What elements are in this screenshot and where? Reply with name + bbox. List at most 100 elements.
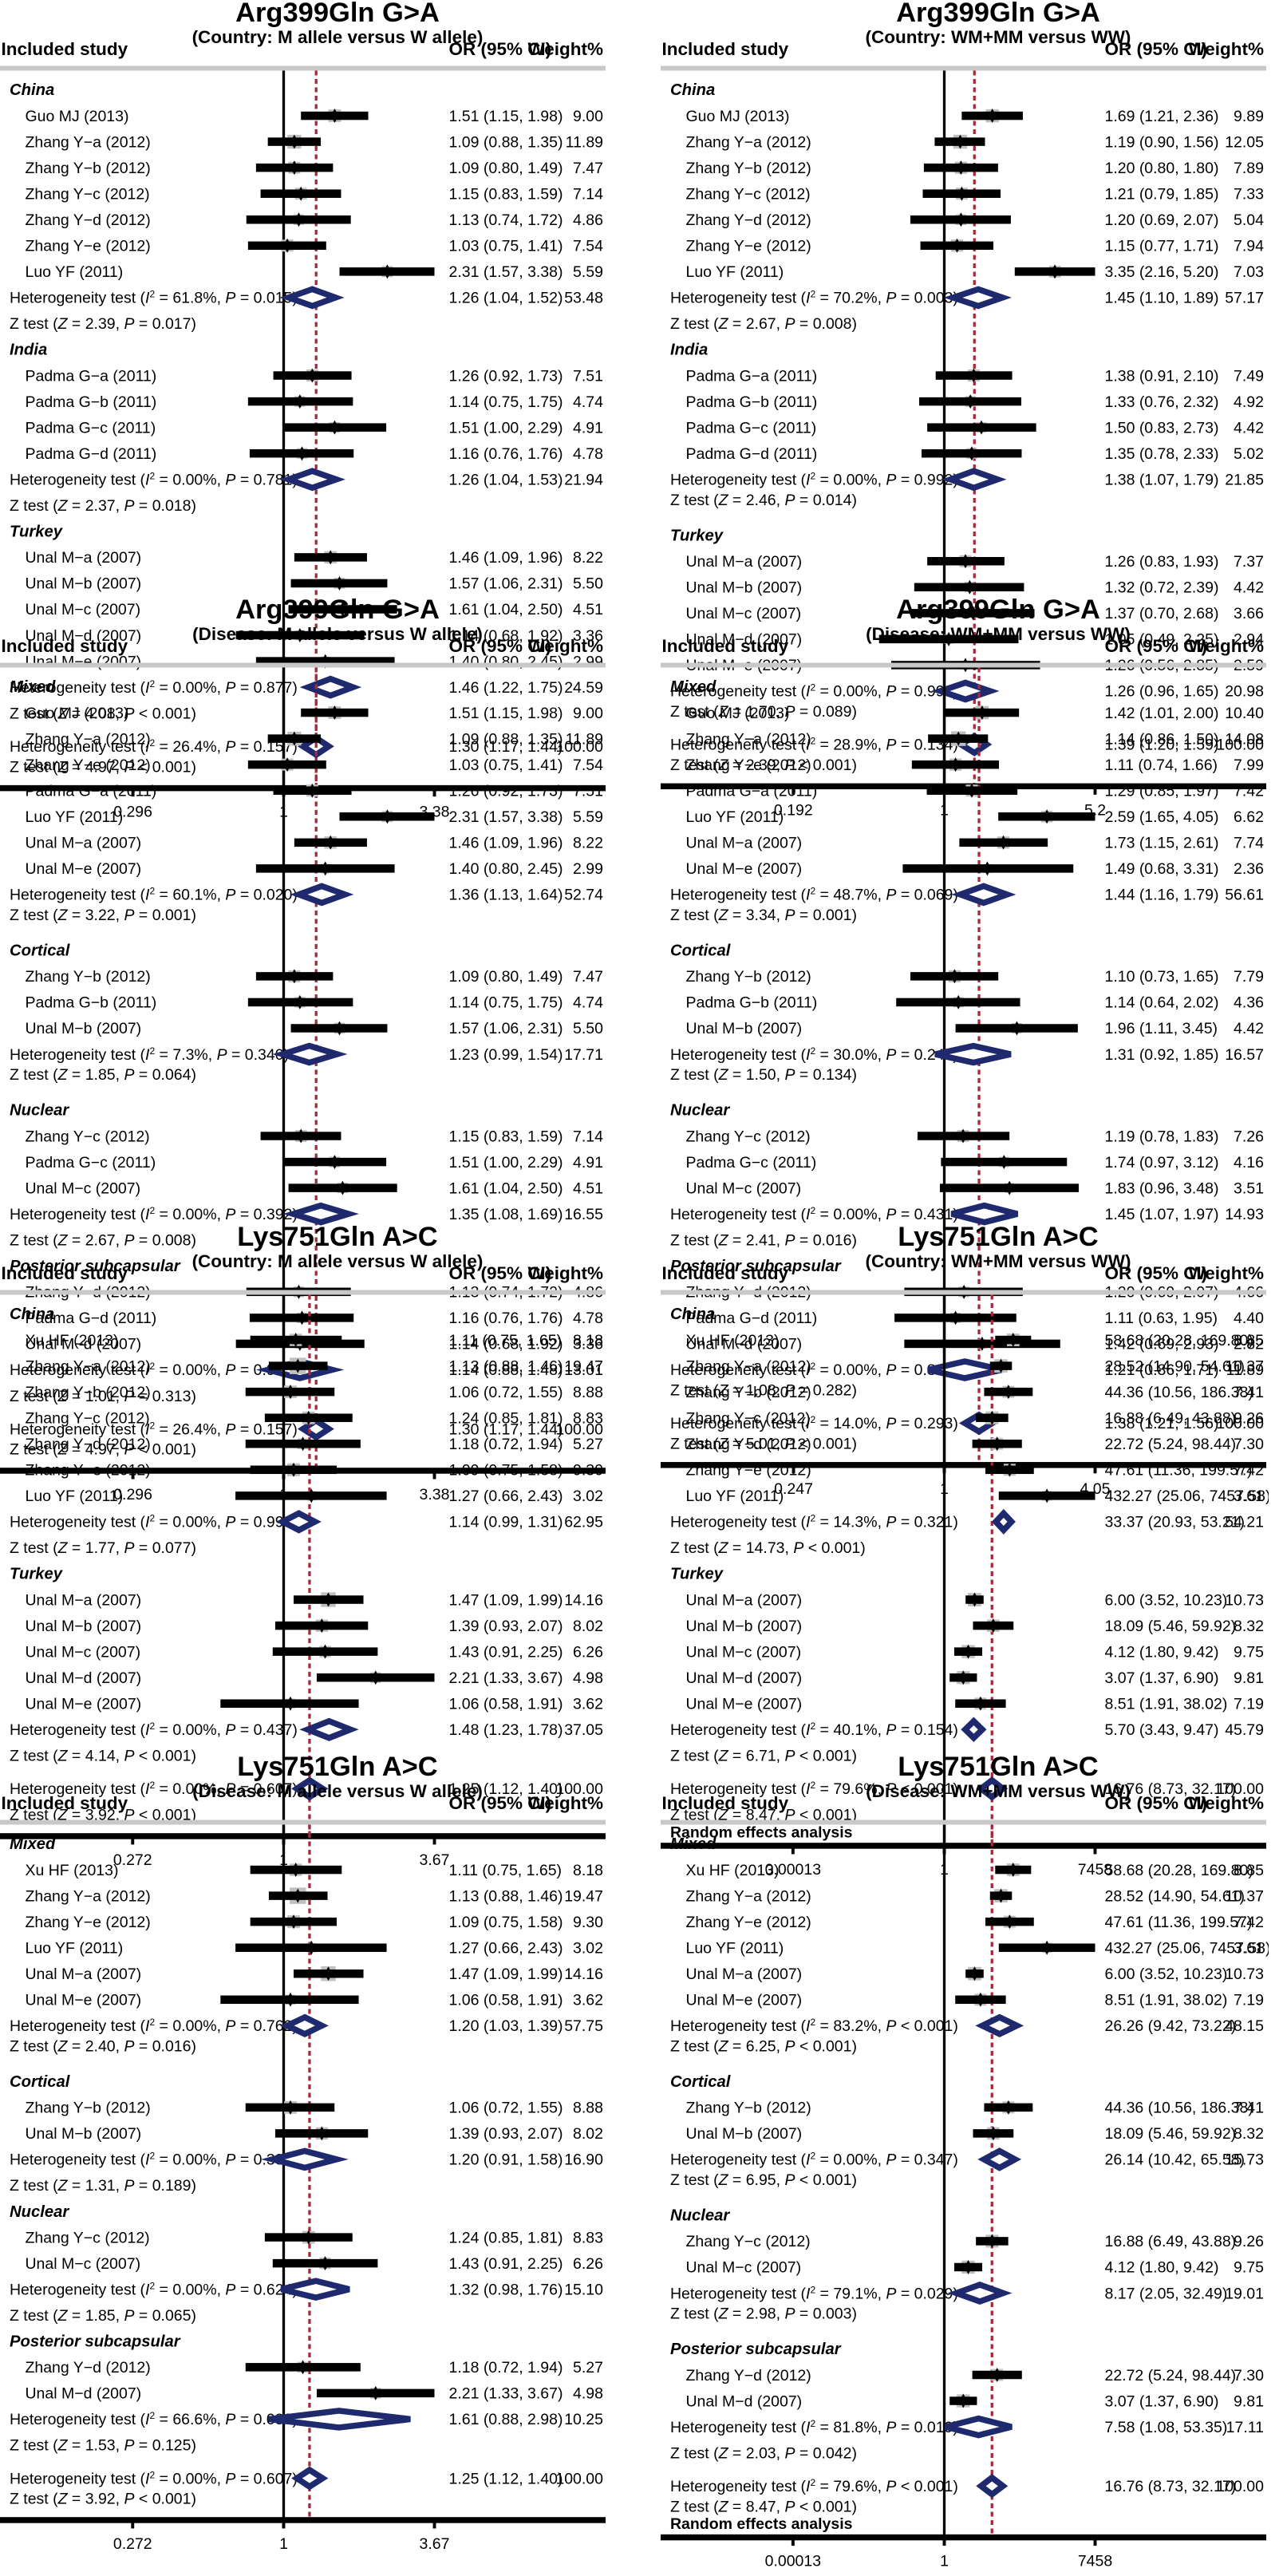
study-label: Unal M−a (2007) [26,549,142,567]
z-test-label: Z test (Z = 1.77, P = 0.077) [10,1539,196,1557]
study-label: Zhang Y−c (2012) [26,185,150,203]
subgroup-summary-diamond [977,2147,1022,2171]
study-point-estimate [959,1128,967,1144]
study-point-estimate [977,1696,985,1711]
subgroup-weight: 21.94 [564,471,603,488]
study-label: Zhang Y−e (2012) [26,1914,151,1931]
subgroup-heterogeneity-test: Heterogeneity test (I2 = 0.00%, P = 0.34… [670,2151,958,2169]
subgroup-label: Turkey [670,527,724,544]
study-or-ci: 1.96 (1.11, 3.45) [1104,1020,1218,1037]
study-weight: 2.82 [1234,1336,1264,1353]
study-or-ci: 1.11 (0.63, 1.95) [1104,1310,1218,1327]
study-or-ci: 1.40 (0.80, 2.45) [448,860,563,878]
subgroup-weight: 48.15 [1225,2017,1264,2035]
study-or-ci: 1.15 (0.77, 1.71) [1104,238,1218,255]
x-tick-label: 0.272 [113,1851,152,1869]
study-weight: 9.30 [573,1462,603,1480]
subgroup-or-ci: 1.20 (1.03, 1.39) [448,2017,563,2035]
subgroup-or-ci: 1.45 (1.10, 1.89) [1104,290,1218,307]
study-weight: 9.00 [573,108,603,125]
study-or-ci: 18.09 (5.46, 59.92) [1104,2125,1236,2143]
study-label: Unal M−e (2007) [26,1992,142,2009]
study-label: Zhang Y−a (2012) [26,730,151,748]
study-label: Zhang Y−d (2012) [686,2367,811,2384]
overall-weight: 100.00 [555,738,603,756]
overall-heterogeneity-test: Heterogeneity test (I2 = 26.4%, P = 0.15… [10,1420,298,1438]
subgroup-heterogeneity-test: Heterogeneity test (I2 = 0.00%, P = 0.99… [670,470,958,488]
study-label: Unal M−c (2007) [26,2255,141,2273]
study-weight: 7.79 [1234,968,1264,986]
study-label: Luo YF (2011) [26,1488,124,1505]
overall-or-ci: 1.39 (1.20, 1.59) [1104,737,1218,754]
subgroup-heterogeneity-test: Heterogeneity test (I2 = 0.00%, P = 0.99… [10,1513,298,1531]
study-weight: 10.73 [1225,1591,1264,1609]
study-or-ci: 1.10 (0.73, 1.65) [1104,968,1218,986]
study-label: Xu HF (2013) [26,1332,119,1349]
study-label: Unal M−a (2007) [686,553,803,571]
study-or-ci: 1.50 (0.83, 2.73) [1104,419,1218,437]
subgroup-weight: 17.11 [1226,2419,1264,2436]
subgroup-label: Posterior subcapsular [670,1258,842,1275]
study-label: Zhang Y−e (2012) [686,757,811,774]
study-point-estimate [321,2256,330,2271]
study-or-ci: 1.18 (0.72, 1.94) [448,1436,563,1453]
study-label: Xu HF (2013) [686,1332,780,1349]
study-weight: 4.98 [573,1669,603,1687]
chart-title: Arg399Gln G>A [235,597,440,625]
study-weight: 4.91 [573,1154,603,1171]
subgroup-label: Mixed [10,678,56,696]
study-weight: 8.18 [573,1862,603,1879]
study-point-estimate [988,1410,997,1425]
forest-plot-svg: Arg399Gln G>A(Country: WM+MM versus WW)I… [661,0,1266,819]
study-weight: 11.89 [566,730,603,748]
study-point-estimate [286,2100,294,2115]
study-label: Padma G−c (2011) [26,1154,156,1171]
study-weight: 4.92 [1234,393,1264,411]
study-label: Padma G−a (2011) [26,367,157,385]
subgroup-weight: 16.90 [564,2151,603,2169]
study-weight: 10.73 [1225,1966,1264,1983]
subgroup-or-ci: 1.46 (1.22, 1.75) [448,679,563,697]
study-point-estimate [954,994,963,1009]
study-weight: 3.62 [573,1695,603,1713]
study-label: Zhang Y−a (2012) [26,1887,151,1905]
subgroup-heterogeneity-test: Heterogeneity test (I2 = 0.00%, P = 0.76… [10,2017,298,2035]
subgroup-or-ci: 1.20 (0.91, 1.58) [448,2151,563,2169]
study-label: Guo MJ (2013) [686,108,790,125]
study-point-estimate [321,1644,330,1659]
study-or-ci: 1.51 (1.00, 2.29) [448,419,563,437]
chart-subtitle: (Disease: WM+MM versus WW) [866,624,1131,644]
study-or-ci: 1.32 (0.72, 2.39) [1104,579,1218,597]
study-weight: 11.89 [566,133,603,151]
header-rule [0,1290,606,1295]
chart-subtitle: (Country: WM+MM versus WW) [866,27,1131,47]
column-header-study: Included study [662,39,789,59]
study-point-estimate [294,1358,302,1373]
study-weight: 2.36 [1234,860,1264,878]
study-weight: 10.40 [1225,705,1264,722]
study-or-ci: 1.49 (0.68, 3.31) [1104,860,1218,878]
study-or-ci: 1.13 (0.88, 1.46) [448,1357,563,1375]
z-test-label: Z test (Z = 1.50, P = 0.134) [670,1066,857,1084]
subgroup-label: Nuclear [670,2207,730,2225]
study-weight: 19.47 [564,1887,603,1905]
z-test-label: Z test (Z = 8.47, P < 0.001) [670,2498,857,2515]
z-test-label: Z test (Z = 8.47, P < 0.001) [670,1807,857,1824]
overall-or-ci: 1.25 (1.12, 1.40) [448,2470,563,2487]
study-or-ci: 47.61 (11.36, 199.57) [1104,1914,1252,1931]
subgroup-heterogeneity-test: Heterogeneity test (I2 = 0.00%, P = 0.39… [10,1205,298,1223]
study-weight: 9.30 [573,1914,603,1931]
study-label: Luo YF (2011) [686,808,784,826]
study-weight: 10.37 [1225,1887,1264,1905]
study-weight: 10.37 [1225,1357,1264,1375]
x-tick-mark [282,2519,286,2529]
study-label: Padma G−d (2011) [26,445,157,463]
study-point-estimate [1005,1385,1013,1400]
study-label: Unal M−a (2007) [686,835,803,852]
study-label: Padma G−c (2011) [26,419,156,437]
subgroup-heterogeneity-test: Heterogeneity test (I2 = 79.1%, P = 0.02… [670,2284,958,2302]
chart-title: Lys751Gln A>C [898,1754,1098,1782]
study-label: Zhang Y−e (2012) [26,757,151,774]
study-or-ci: 1.26 (0.92, 1.73) [448,367,563,385]
study-or-ci: 1.11 (0.75, 1.65) [448,1862,562,1879]
